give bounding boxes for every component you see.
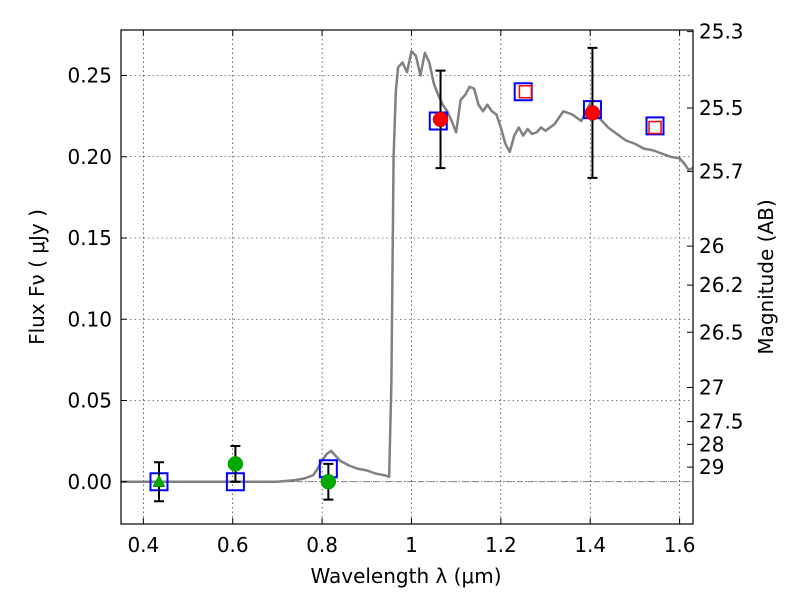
y-tick-label: 0.20 [67,145,112,169]
right-tick-label: 27 [699,376,724,400]
model-flux-marker [645,116,665,136]
model-spectrum-layer [121,49,694,483]
right-tick-label: 29 [699,455,724,479]
predicted-flux-marker [518,85,533,99]
axis-ticks: 0.4 0.6 0.8 1 1.2 1.4 1.6 0.00 0.05 0.10 0.15 0.20 0… [67,20,743,557]
data-points-layer [149,46,665,503]
right-tick-label: 25.7 [699,159,744,183]
right-tick-label: 26.2 [699,273,744,297]
y-tick-label: 0.15 [67,226,112,250]
x-tick-label: 1 [405,533,418,557]
right-tick-label: 26 [699,234,724,258]
y-tick-label: 0.25 [67,64,112,88]
right-tick-label: 25.5 [699,96,744,120]
x-tick-label: 1.2 [485,533,517,557]
x-axis-label: Wavelength λ (μm) [310,564,501,588]
right-tick-label: 25.3 [699,20,744,44]
right-tick-label: 27.5 [699,410,744,434]
grid-lines [121,30,693,524]
model-spectrum-line [121,49,694,483]
predicted-flux-marker [648,120,662,135]
upper-limit-marker [152,474,166,487]
x-tick-label: 0.4 [127,533,159,557]
right-tick-label: 26.5 [699,320,744,344]
x-tick-label: 1.6 [664,533,696,557]
y-tick-label: 0.10 [67,307,112,331]
x-tick-label: 0.8 [306,533,338,557]
y-axis-label: Flux Fν ( μJy ) [25,209,49,345]
detection-marker [584,105,601,121]
nondetection-marker [320,474,337,490]
plot-frame [120,29,694,525]
x-tick-label: 0.6 [217,533,249,557]
detection-marker [432,111,449,128]
y-tick-label: 0.00 [67,470,112,494]
right-tick-label: 28 [699,432,724,456]
y-tick-label: 0.05 [67,389,112,413]
right-axis-label: Magnitude (AB) [754,199,778,354]
x-tick-label: 1.4 [574,533,606,557]
nondetection-marker [227,456,244,472]
